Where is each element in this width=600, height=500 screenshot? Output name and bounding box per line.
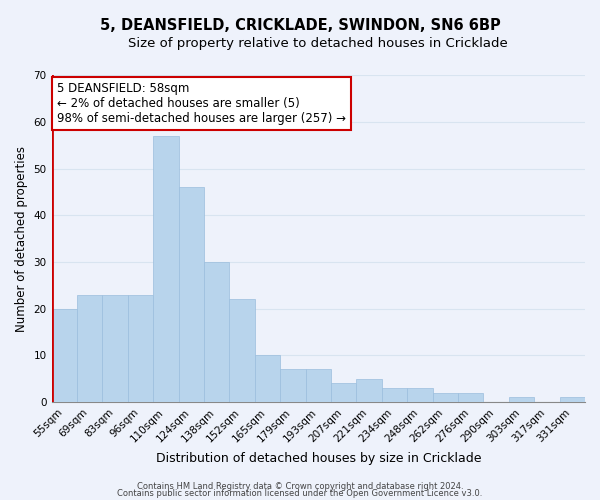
Bar: [458, 392, 484, 402]
Bar: [305, 370, 331, 402]
Bar: [560, 398, 585, 402]
X-axis label: Distribution of detached houses by size in Cricklade: Distribution of detached houses by size …: [155, 452, 481, 465]
Bar: [280, 370, 305, 402]
Bar: [382, 388, 407, 402]
Bar: [331, 384, 356, 402]
Bar: [204, 262, 229, 402]
Title: Size of property relative to detached houses in Cricklade: Size of property relative to detached ho…: [128, 38, 508, 51]
Bar: [77, 294, 103, 402]
Bar: [509, 398, 534, 402]
Bar: [52, 308, 77, 402]
Bar: [128, 294, 153, 402]
Text: Contains HM Land Registry data © Crown copyright and database right 2024.: Contains HM Land Registry data © Crown c…: [137, 482, 463, 491]
Text: Contains public sector information licensed under the Open Government Licence v3: Contains public sector information licen…: [118, 489, 482, 498]
Y-axis label: Number of detached properties: Number of detached properties: [15, 146, 28, 332]
Bar: [153, 136, 179, 402]
Text: 5, DEANSFIELD, CRICKLADE, SWINDON, SN6 6BP: 5, DEANSFIELD, CRICKLADE, SWINDON, SN6 6…: [100, 18, 500, 32]
Bar: [229, 300, 255, 402]
Bar: [255, 356, 280, 402]
Bar: [179, 188, 204, 402]
Bar: [103, 294, 128, 402]
Bar: [407, 388, 433, 402]
Bar: [433, 392, 458, 402]
Bar: [356, 378, 382, 402]
Text: 5 DEANSFIELD: 58sqm
← 2% of detached houses are smaller (5)
98% of semi-detached: 5 DEANSFIELD: 58sqm ← 2% of detached hou…: [57, 82, 346, 125]
